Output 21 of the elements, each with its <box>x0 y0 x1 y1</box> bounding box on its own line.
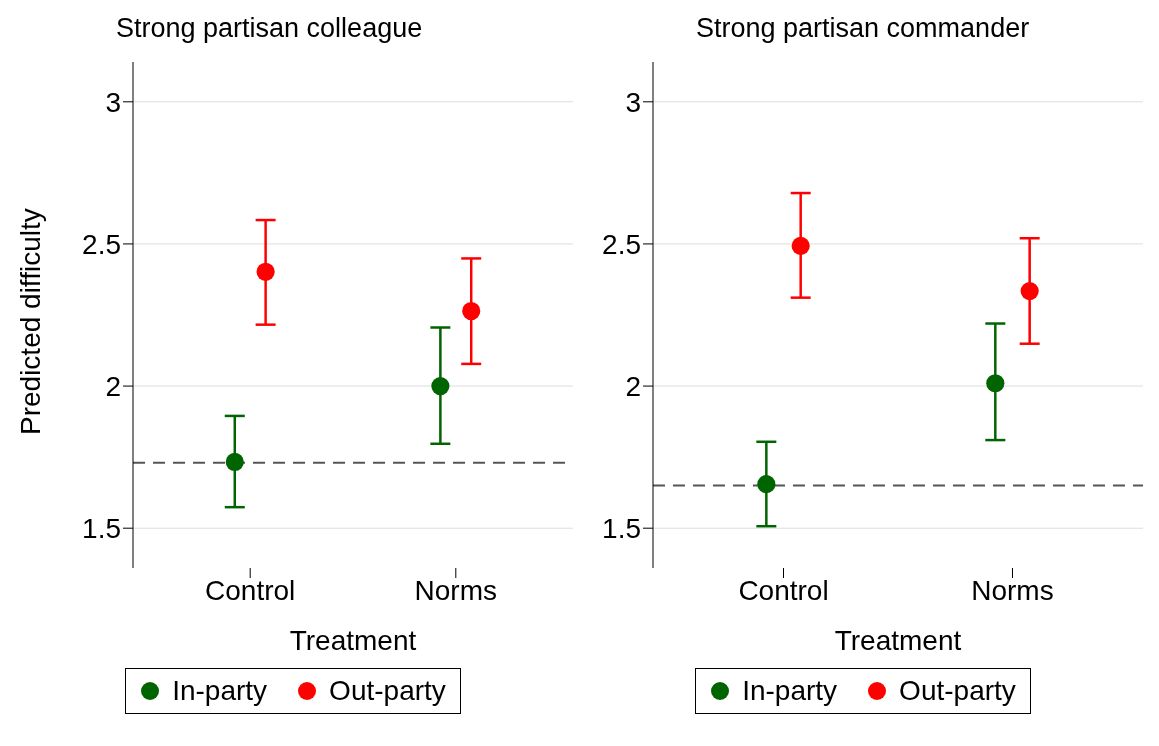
x-tick-label: Control <box>738 574 829 606</box>
y-tick-label: 3 <box>105 86 121 118</box>
chart-title: Strong partisan commander <box>695 12 1031 45</box>
x-tick-label: Norms <box>414 574 498 606</box>
x-tick-label: Control <box>205 574 296 606</box>
y-tick-label: 1.5 <box>602 513 641 545</box>
x-tick-label: Norms <box>971 574 1054 606</box>
x-axis-title: Treatment <box>834 625 962 656</box>
y-tick-label: 1.5 <box>82 513 121 545</box>
y-tick-label: 2 <box>625 371 641 403</box>
legend-label: In-party <box>742 675 838 707</box>
y-axis-title: Predicted difficulty <box>14 208 46 435</box>
chart-title: Strong partisan colleague <box>115 12 424 45</box>
y-tick-label: 2 <box>105 371 121 403</box>
y-tick-label: 2.5 <box>82 228 121 260</box>
legend-label: In-party <box>172 675 268 707</box>
legend-label: Out-party <box>329 675 446 707</box>
y-tick-label: 2.5 <box>602 228 641 260</box>
legend-label: Out-party <box>899 675 1016 707</box>
y-tick-label: 3 <box>625 86 641 118</box>
x-axis-title: Treatment <box>289 625 417 656</box>
